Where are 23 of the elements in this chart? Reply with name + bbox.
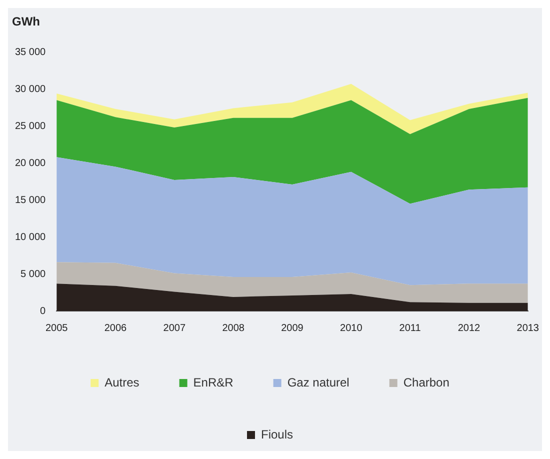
y-tick-label: 10 000: [14, 232, 46, 243]
y-axis-title: GWh: [12, 14, 40, 28]
legend-label: Charbon: [403, 375, 450, 390]
x-tick-label: 2012: [458, 322, 481, 334]
y-tick-label: 0: [40, 306, 46, 317]
y-tick-label: 5 000: [20, 268, 46, 280]
legend-label: EnR&R: [193, 375, 234, 390]
y-tick-label: 30 000: [14, 84, 46, 95]
y-tick-label: 25 000: [14, 120, 46, 132]
x-tick-label: 2009: [281, 322, 304, 334]
x-tick-label: 2013: [516, 322, 540, 334]
legend-label: Autres: [104, 375, 140, 390]
y-tick-label: 15 000: [14, 194, 46, 206]
legend-label: Fiouls: [260, 427, 294, 442]
y-tick-label: 35 000: [14, 46, 46, 58]
x-tick-label: 2005: [45, 322, 68, 334]
legend-label: Gaz naturel: [287, 375, 350, 390]
x-tick-label: 2011: [399, 322, 422, 334]
x-tick-label: 2007: [163, 322, 186, 334]
x-tick-label: 2006: [104, 322, 128, 334]
y-tick-label: 20 000: [14, 158, 46, 169]
x-tick-label: 2008: [222, 322, 245, 334]
x-tick-label: 2010: [340, 322, 363, 334]
